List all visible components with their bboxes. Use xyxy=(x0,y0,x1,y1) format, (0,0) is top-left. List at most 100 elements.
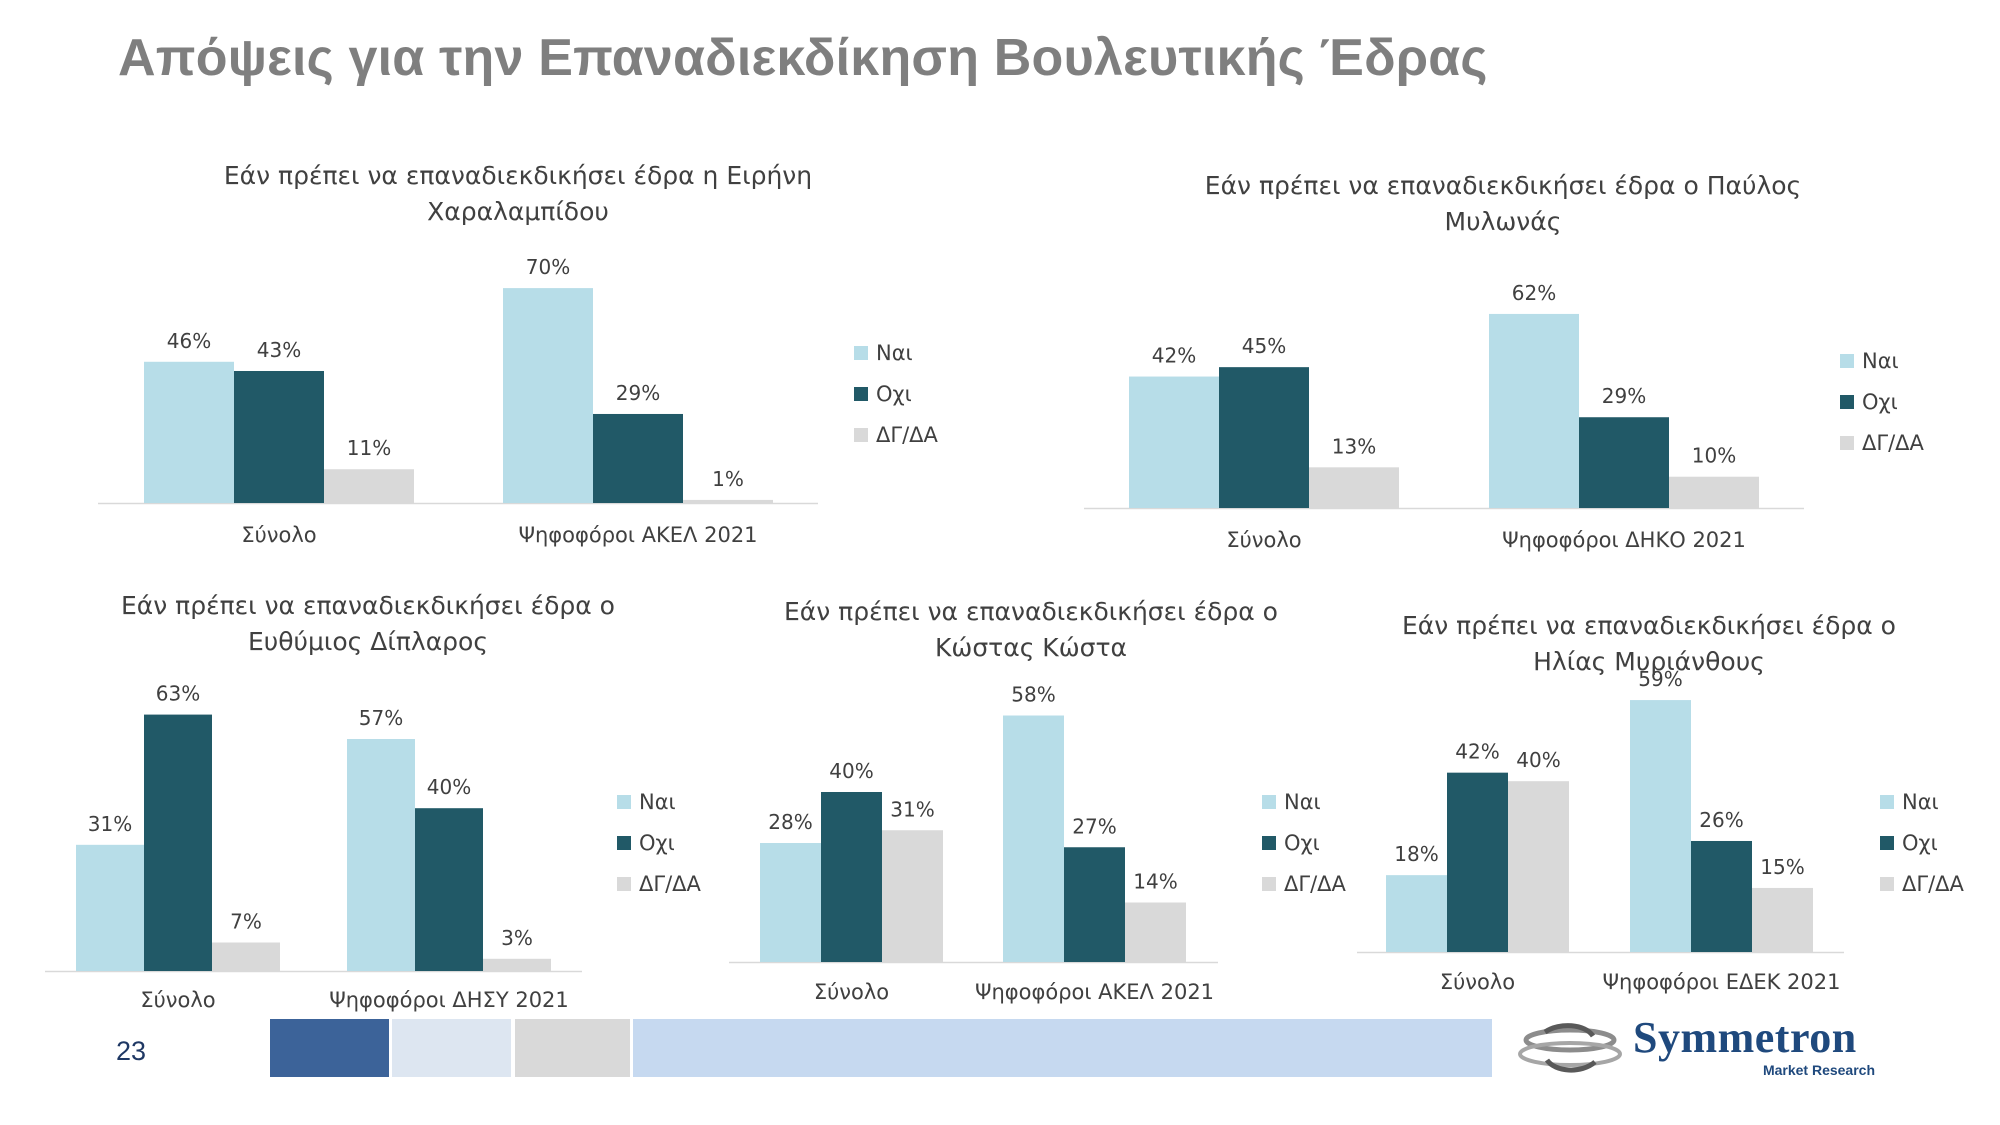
chart-title-line: Εάν πρέπει να επαναδιεκδικήσει έδρα ο xyxy=(121,591,615,620)
chart-title: Εάν πρέπει να επαναδιεκδικήσει έδρα η Ει… xyxy=(98,158,938,230)
legend-item-nai: Ναι xyxy=(1840,340,1924,381)
data-label: 27% xyxy=(1072,814,1116,838)
legend-swatch xyxy=(1880,835,1894,850)
data-label: 58% xyxy=(1011,683,1055,707)
category-label: Σύνολο xyxy=(1226,528,1301,552)
legend-item-dg: ΔΓ/ΔΑ xyxy=(617,863,701,904)
chart-title-line: Ευθύμιος Δίπλαρος xyxy=(247,627,489,656)
legend-label: Ναι xyxy=(876,340,913,365)
legend-swatch xyxy=(1262,794,1276,809)
data-label: 40% xyxy=(1516,748,1560,772)
data-label: 57% xyxy=(359,706,403,730)
bar-dg xyxy=(882,830,943,962)
category-label: Ψηφοφόροι ΔΗΚΟ 2021 xyxy=(1502,528,1746,552)
legend-label: ΔΓ/ΔΑ xyxy=(639,871,701,896)
data-label: 29% xyxy=(616,381,660,405)
bar-nai xyxy=(1003,715,1064,962)
legend-label: ΔΓ/ΔΑ xyxy=(876,422,938,447)
bar-nai xyxy=(1630,700,1691,952)
bar-dg xyxy=(1125,902,1186,962)
category-label: Σύνολο xyxy=(241,523,316,547)
data-label: 62% xyxy=(1512,281,1556,305)
footer-bar-dark xyxy=(270,1019,389,1077)
chart-legend: Ναι Οχι ΔΓ/ΔΑ xyxy=(1880,781,1964,904)
chart-title-line: Εάν πρέπει να επαναδιεκδικήσει έδρα ο xyxy=(1402,611,1896,640)
data-label: 70% xyxy=(526,255,570,279)
legend-swatch xyxy=(1262,835,1276,850)
legend-label: Οχι xyxy=(639,830,675,855)
bar-nai xyxy=(144,361,234,503)
legend-swatch xyxy=(1840,394,1854,409)
legend-item-ochi: Οχι xyxy=(854,373,938,414)
data-label: 3% xyxy=(501,926,533,950)
legend-label: Οχι xyxy=(1902,830,1938,855)
legend-item-dg: ΔΓ/ΔΑ xyxy=(1880,863,1964,904)
category-label: Ψηφοφόροι ΑΚΕΛ 2021 xyxy=(518,523,757,547)
bar-ochi xyxy=(415,808,483,971)
chart-title: Εάν πρέπει να επαναδιεκδικήσει έδρα ο Ηλί… xyxy=(1229,608,2000,680)
bar-dg xyxy=(324,469,414,503)
swirl-logo-icon xyxy=(1518,1023,1622,1073)
page-number: 23 xyxy=(116,1036,147,1066)
data-label: 31% xyxy=(890,797,934,821)
chart-legend: Ναι Οχι ΔΓ/ΔΑ xyxy=(854,332,938,455)
symmetron-logo: Symmetron Market Research xyxy=(1515,1012,1875,1084)
footer-bar-light xyxy=(392,1019,511,1077)
chart-legend: Ναι Οχι ΔΓ/ΔΑ xyxy=(617,781,701,904)
legend-swatch xyxy=(1840,353,1854,368)
legend-item-dg: ΔΓ/ΔΑ xyxy=(854,414,938,455)
bar-dg xyxy=(1752,887,1813,952)
legend-label: Οχι xyxy=(1862,389,1898,414)
chart-title-line: Εάν πρέπει να επαναδιεκδικήσει έδρα ο Πα… xyxy=(1204,171,1802,200)
bar-dg xyxy=(1669,476,1759,508)
legend-swatch xyxy=(854,427,868,442)
data-label: 11% xyxy=(347,436,391,460)
chart-title: Εάν πρέπει να επαναδιεκδικήσει έδρα ο Πα… xyxy=(1083,168,1923,240)
data-label: 42% xyxy=(1152,344,1196,368)
bar-dg xyxy=(683,499,773,503)
legend-label: ΔΓ/ΔΑ xyxy=(1284,871,1346,896)
bar-dg xyxy=(212,942,280,971)
data-label: 29% xyxy=(1602,384,1646,408)
legend-item-nai: Ναι xyxy=(1880,781,1964,822)
data-label: 10% xyxy=(1692,444,1736,468)
bar-dg xyxy=(483,958,551,971)
chart-title-line: Μυλωνάς xyxy=(1444,207,1562,236)
data-label: 40% xyxy=(427,775,471,799)
bar-ochi xyxy=(234,370,324,503)
bar-nai xyxy=(1129,376,1219,508)
chart-title: Εάν πρέπει να επαναδιεκδικήσει έδρα ο Ευθ… xyxy=(0,588,788,660)
chart-title-line: Εάν πρέπει να επαναδιεκδικήσει έδρα ο xyxy=(784,597,1278,626)
legend-label: Οχι xyxy=(1284,830,1320,855)
legend-item-ochi: Οχι xyxy=(1262,822,1346,863)
bar-dg xyxy=(1309,467,1399,508)
legend-item-nai: Ναι xyxy=(854,332,938,373)
bar-ochi xyxy=(1064,847,1125,962)
logo-subtitle: Market Research xyxy=(1762,1062,1875,1078)
legend-item-ochi: Οχι xyxy=(1840,381,1924,422)
data-label: 18% xyxy=(1394,842,1438,866)
data-label: 46% xyxy=(167,329,211,353)
legend-swatch xyxy=(1262,876,1276,891)
footer-bar-pale xyxy=(633,1019,1492,1077)
chart-legend: Ναι Οχι ΔΓ/ΔΑ xyxy=(1262,781,1346,904)
bar-nai xyxy=(347,739,415,971)
data-label: 42% xyxy=(1455,740,1499,764)
category-label: Ψηφοφόροι ΕΔΕΚ 2021 xyxy=(1603,970,1841,994)
legend-swatch xyxy=(1880,794,1894,809)
chart-title-line: Ηλίας Μυριάνθους xyxy=(1533,647,1765,676)
data-label: 26% xyxy=(1699,808,1743,832)
data-label: 15% xyxy=(1760,855,1804,879)
legend-item-dg: ΔΓ/ΔΑ xyxy=(1840,422,1924,463)
bar-nai xyxy=(1489,313,1579,508)
legend-label: ΔΓ/ΔΑ xyxy=(1902,871,1964,896)
data-label: 13% xyxy=(1332,434,1376,458)
category-label: Σύνολο xyxy=(140,988,215,1012)
data-label: 45% xyxy=(1242,334,1286,358)
chart-title-line: Χαραλαμπίδου xyxy=(427,197,609,226)
bar-nai xyxy=(76,844,144,971)
bar-nai xyxy=(1386,875,1447,952)
bar-ochi xyxy=(1579,417,1669,508)
legend-item-dg: ΔΓ/ΔΑ xyxy=(1262,863,1346,904)
legend-item-ochi: Οχι xyxy=(1880,822,1964,863)
